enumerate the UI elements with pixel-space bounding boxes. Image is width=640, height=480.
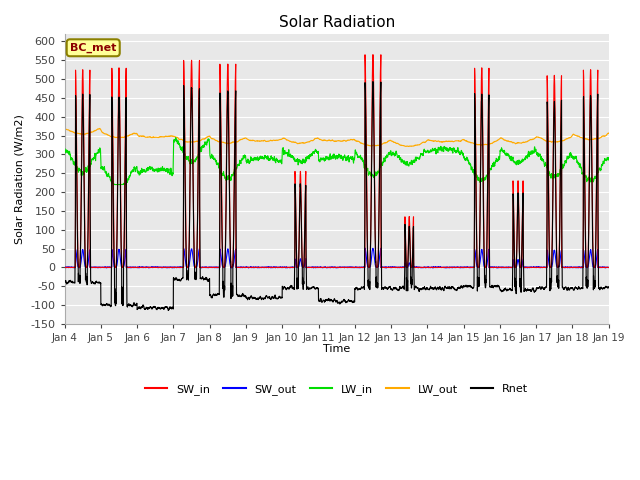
Legend: SW_in, SW_out, LW_in, LW_out, Rnet: SW_in, SW_out, LW_in, LW_out, Rnet: [141, 380, 532, 399]
Text: BC_met: BC_met: [70, 43, 116, 53]
Y-axis label: Solar Radiation (W/m2): Solar Radiation (W/m2): [15, 114, 25, 244]
X-axis label: Time: Time: [323, 344, 350, 354]
Title: Solar Radiation: Solar Radiation: [278, 15, 395, 30]
